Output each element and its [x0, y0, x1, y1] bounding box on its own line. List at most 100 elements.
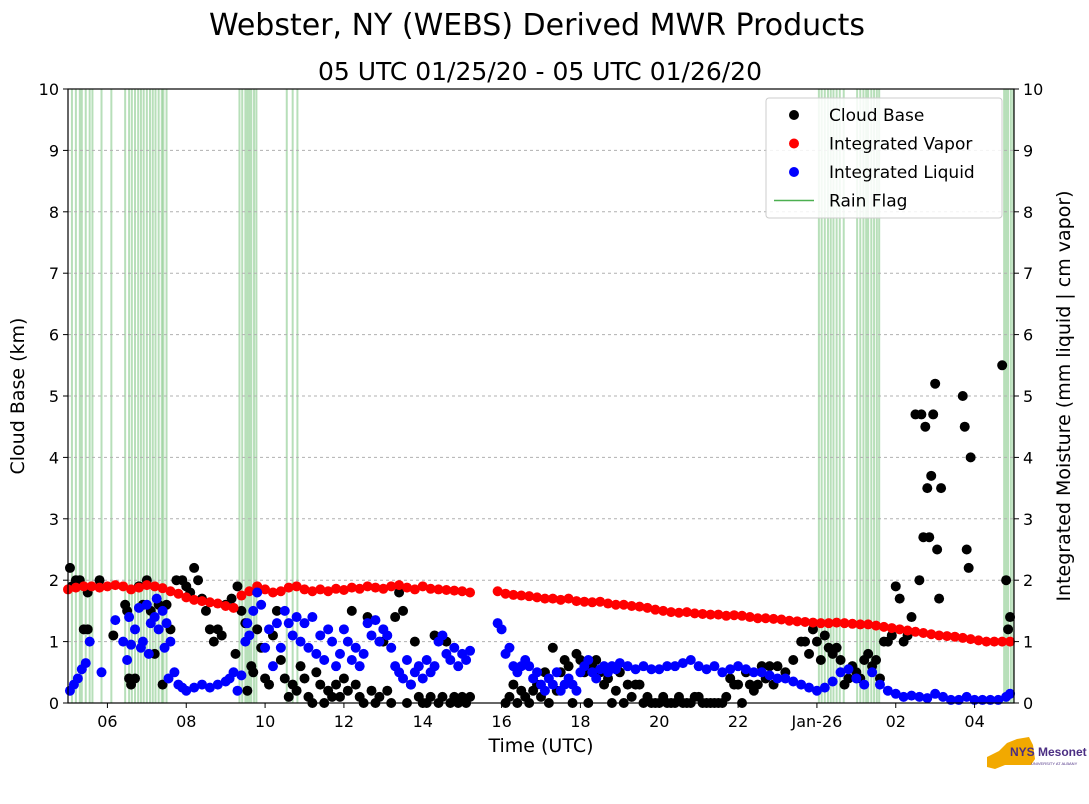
data-point — [295, 661, 306, 672]
data-point — [441, 585, 452, 596]
data-point — [508, 589, 519, 600]
data-point — [110, 580, 121, 591]
y-tick-label-left: 0 — [49, 694, 59, 713]
data-point — [78, 581, 89, 592]
y-tick-label-right: 3 — [1023, 510, 1033, 529]
legend-marker — [789, 110, 799, 120]
data-point — [165, 636, 176, 647]
data-point — [331, 679, 342, 690]
data-point — [307, 586, 318, 597]
data-point — [1005, 612, 1016, 623]
data-point — [401, 582, 412, 593]
data-point — [930, 378, 941, 389]
data-point — [96, 667, 107, 678]
data-point — [630, 664, 641, 675]
data-point — [346, 582, 357, 593]
data-point — [670, 661, 681, 672]
data-point — [709, 661, 720, 672]
x-axis-ticks: 06 08 10 12 14 16 18 20 22 Jan-26 02 04 — [97, 703, 985, 731]
y-tick-label-right: 4 — [1023, 448, 1033, 467]
data-point — [354, 583, 365, 594]
y-tick-label-right: 6 — [1023, 326, 1033, 345]
y-tick-label-right: 5 — [1023, 387, 1033, 406]
data-point — [299, 673, 310, 684]
data-point — [792, 616, 803, 627]
data-point — [157, 583, 168, 594]
x-tick-label: 18 — [570, 712, 590, 731]
data-point — [603, 598, 614, 609]
data-point — [780, 673, 791, 684]
data-point — [72, 673, 83, 684]
x-tick-label: 10 — [255, 712, 275, 731]
data-point — [197, 596, 208, 607]
data-point — [650, 604, 661, 615]
data-point — [902, 625, 913, 636]
data-point — [445, 655, 456, 666]
data-point — [141, 580, 152, 591]
data-point — [886, 630, 897, 641]
data-point — [401, 655, 412, 666]
data-point — [760, 613, 771, 624]
logo-subtext: UNIVERSITY AT ALBANY — [1031, 761, 1078, 766]
data-point — [936, 483, 947, 494]
data-point — [362, 581, 373, 592]
data-point — [595, 596, 606, 607]
data-point — [662, 661, 673, 672]
data-point — [264, 679, 275, 690]
data-point — [386, 642, 397, 653]
data-point — [949, 631, 960, 642]
data-point — [122, 655, 133, 666]
data-point — [204, 597, 215, 608]
data-point — [610, 599, 621, 610]
data-point — [133, 602, 144, 613]
y-tick-label-left: 10 — [39, 80, 59, 99]
data-point — [831, 617, 842, 628]
data-point — [319, 655, 330, 666]
data-point — [626, 691, 637, 702]
data-point — [768, 613, 779, 624]
data-point — [346, 605, 357, 616]
data-point — [681, 607, 692, 618]
data-point — [267, 587, 278, 598]
data-point — [346, 655, 357, 666]
data-point — [547, 679, 558, 690]
data-point — [228, 602, 239, 613]
data-point — [370, 582, 381, 593]
data-point — [932, 544, 943, 555]
data-point — [926, 629, 937, 640]
data-point — [244, 630, 255, 641]
data-point — [504, 642, 515, 653]
data-point — [382, 630, 393, 641]
data-point — [638, 661, 649, 672]
x-tick-label: 08 — [176, 712, 196, 731]
data-point — [827, 676, 838, 687]
legend-box — [765, 97, 1003, 219]
data-point — [725, 664, 736, 675]
data-point — [997, 636, 1008, 647]
data-point — [934, 630, 945, 641]
data-point — [228, 667, 239, 678]
data-point — [555, 594, 566, 605]
y-tick-label-right: 1 — [1023, 633, 1033, 652]
data-point — [1003, 624, 1014, 635]
data-point — [874, 679, 885, 690]
data-point — [141, 599, 152, 610]
data-point — [646, 664, 657, 675]
data-point — [843, 664, 854, 675]
data-point — [86, 581, 97, 592]
data-point — [350, 642, 361, 653]
data-point — [275, 586, 286, 597]
data-point — [963, 562, 974, 573]
data-point — [504, 691, 515, 702]
data-point — [610, 685, 621, 696]
data-point — [417, 673, 428, 684]
data-point — [457, 586, 468, 597]
data-point — [914, 691, 925, 702]
data-point — [539, 685, 550, 696]
data-point — [693, 661, 704, 672]
data-point — [338, 624, 349, 635]
data-point — [851, 673, 862, 684]
data-point — [216, 630, 227, 641]
data-point — [398, 673, 409, 684]
data-point — [622, 661, 633, 672]
